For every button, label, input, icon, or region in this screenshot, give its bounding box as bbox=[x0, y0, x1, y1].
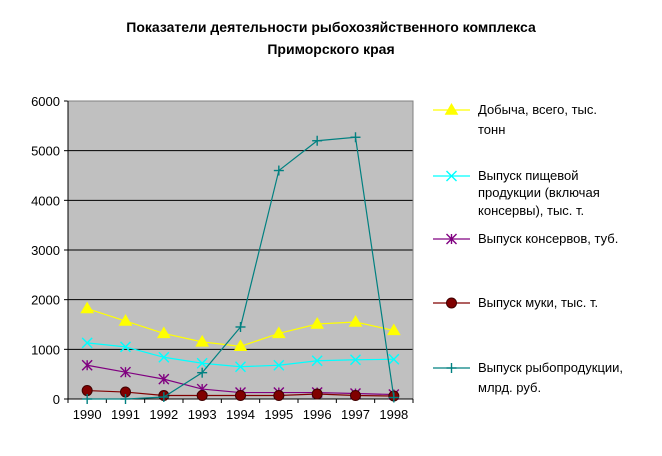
y-tick-label: 6000 bbox=[31, 94, 60, 109]
data-point bbox=[235, 321, 246, 332]
x-tick-label: 1991 bbox=[111, 407, 140, 422]
legend-item: Выпуск муки, тыс. т. bbox=[433, 295, 598, 310]
data-point bbox=[273, 390, 285, 402]
chart-title: Показатели деятельности рыбохозяйственно… bbox=[126, 19, 536, 57]
data-point bbox=[80, 301, 95, 314]
legend-label: продукции (включая bbox=[478, 185, 600, 200]
data-point bbox=[82, 394, 93, 404]
data-point bbox=[196, 357, 208, 369]
x-tick-label: 1997 bbox=[341, 407, 370, 422]
data-point bbox=[310, 317, 325, 329]
legend-marker bbox=[446, 233, 457, 245]
data-point bbox=[271, 326, 286, 339]
legend-marker bbox=[446, 170, 457, 182]
data-point bbox=[120, 366, 131, 378]
data-point bbox=[81, 359, 93, 371]
data-point bbox=[311, 355, 323, 367]
data-point bbox=[120, 341, 131, 353]
x-tick-label: 1990 bbox=[73, 407, 102, 422]
x-tick-label: 1992 bbox=[149, 407, 178, 422]
legend-marker bbox=[446, 297, 457, 309]
x-tick-label: 1998 bbox=[379, 407, 408, 422]
legend-marker bbox=[446, 363, 457, 373]
legend-item: Добыча, всего, тыс. тонн bbox=[433, 102, 597, 137]
data-point bbox=[235, 390, 246, 402]
data-point bbox=[158, 351, 170, 363]
y-tick-label: 2000 bbox=[31, 293, 60, 308]
legend-item: Выпуск рыбопродукции, млрд. руб. bbox=[433, 360, 623, 395]
y-tick-label: 3000 bbox=[31, 243, 60, 258]
data-point bbox=[156, 326, 171, 339]
legend-item: Выпуск пищевой продукции (включая консервы… bbox=[433, 168, 600, 218]
data-point bbox=[195, 334, 210, 347]
data-point bbox=[197, 367, 208, 378]
data-point bbox=[388, 353, 400, 365]
data-point bbox=[350, 390, 361, 402]
data-point bbox=[235, 361, 246, 373]
series-lines bbox=[80, 132, 401, 404]
legend-label: консервы), тыс. т. bbox=[478, 203, 584, 218]
x-tick-label: 1993 bbox=[188, 407, 217, 422]
legend-label: Выпуск рыбопродукции, bbox=[478, 360, 623, 375]
data-point bbox=[273, 359, 285, 371]
legend-label: Выпуск консервов, туб. bbox=[478, 231, 618, 246]
data-point bbox=[350, 354, 361, 366]
y-tick-label: 4000 bbox=[31, 193, 60, 208]
data-point bbox=[386, 323, 401, 336]
legend-item: Выпуск консервов, туб. bbox=[433, 231, 618, 246]
data-point bbox=[233, 339, 248, 352]
legend-label: Выпуск пищевой bbox=[478, 168, 579, 183]
legend-label: тонн bbox=[478, 122, 505, 137]
data-point bbox=[118, 314, 133, 326]
data-point bbox=[311, 388, 323, 400]
chart-title-line-1: Показатели деятельности рыбохозяйственно… bbox=[126, 19, 536, 35]
data-point bbox=[120, 394, 131, 404]
data-point bbox=[81, 337, 93, 349]
data-point bbox=[348, 315, 363, 327]
legend: Добыча, всего, тыс. тонн Выпуск пищевой про… bbox=[433, 102, 623, 395]
x-tick-label: 1994 bbox=[226, 407, 255, 422]
legend-label: Выпуск муки, тыс. т. bbox=[478, 295, 598, 310]
data-point bbox=[158, 373, 170, 385]
chart-title-line-2: Приморского края bbox=[267, 41, 394, 57]
legend-label: Добыча, всего, тыс. bbox=[478, 102, 597, 117]
legend-marker bbox=[444, 103, 459, 115]
y-tick-label: 5000 bbox=[31, 144, 60, 159]
data-point bbox=[350, 132, 361, 143]
data-point bbox=[273, 165, 284, 176]
x-tick-label: 1996 bbox=[303, 407, 332, 422]
legend-label: млрд. руб. bbox=[478, 380, 541, 395]
data-point bbox=[312, 135, 323, 146]
x-tick-label: 1995 bbox=[264, 407, 293, 422]
data-point bbox=[388, 392, 399, 403]
y-tick-label: 0 bbox=[53, 392, 60, 407]
data-point bbox=[158, 392, 169, 403]
y-tick-label: 1000 bbox=[31, 342, 60, 357]
data-point bbox=[196, 390, 208, 402]
